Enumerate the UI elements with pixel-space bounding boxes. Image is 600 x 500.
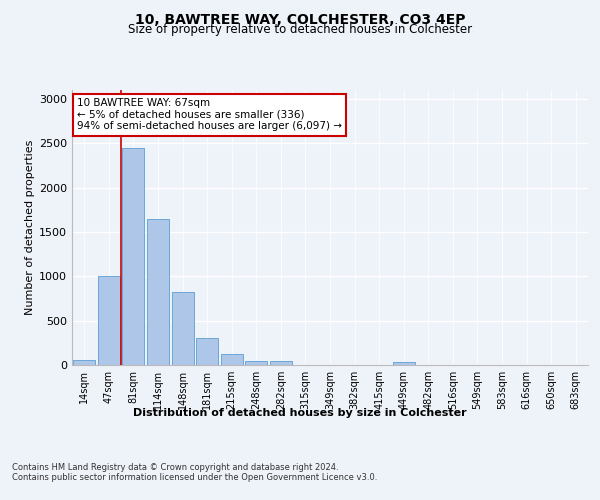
Bar (172, 292, 194, 365)
Text: 10, BAWTREE WAY, COLCHESTER, CO3 4EP: 10, BAWTREE WAY, COLCHESTER, CO3 4EP (135, 12, 465, 26)
Bar (147, 218, 169, 365)
Text: Contains HM Land Registry data © Crown copyright and database right 2024.: Contains HM Land Registry data © Crown c… (12, 462, 338, 471)
Bar (270, 361, 292, 365)
Bar (392, 362, 415, 365)
Bar (98, 276, 120, 365)
Y-axis label: Number of detached properties: Number of detached properties (25, 140, 35, 315)
Bar (122, 148, 145, 365)
Text: Contains public sector information licensed under the Open Government Licence v3: Contains public sector information licen… (12, 472, 377, 482)
Bar (221, 354, 243, 365)
Bar (196, 338, 218, 365)
Text: Size of property relative to detached houses in Colchester: Size of property relative to detached ho… (128, 22, 472, 36)
Bar (245, 360, 268, 365)
Text: 10 BAWTREE WAY: 67sqm
← 5% of detached houses are smaller (336)
94% of semi-deta: 10 BAWTREE WAY: 67sqm ← 5% of detached h… (77, 98, 342, 132)
Bar (73, 360, 95, 365)
Text: Distribution of detached houses by size in Colchester: Distribution of detached houses by size … (133, 408, 467, 418)
